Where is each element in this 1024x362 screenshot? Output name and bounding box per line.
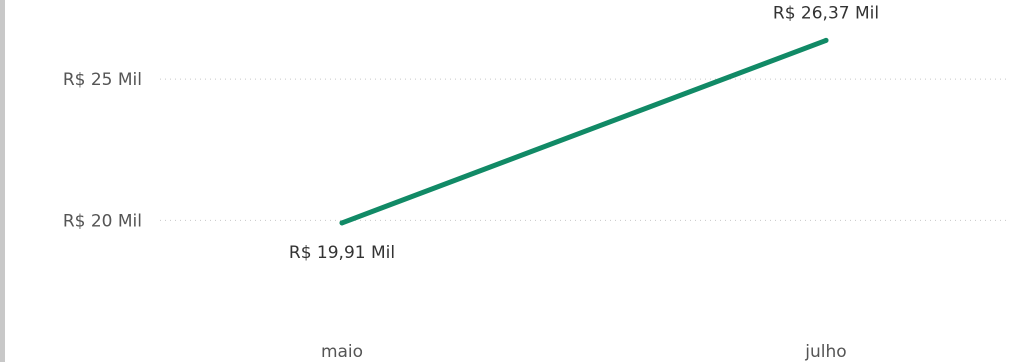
y-tick-label-0: R$ 20 Mil (63, 211, 142, 231)
x-tick-label-1: julho (804, 342, 846, 362)
series-line (339, 37, 829, 226)
data-label-0: R$ 19,91 Mil (289, 243, 395, 263)
data-point-1 (823, 37, 829, 43)
data-point-0 (339, 220, 345, 226)
data-label-1: R$ 26,37 Mil (773, 3, 879, 23)
y-tick-label-1: R$ 25 Mil (63, 70, 142, 90)
x-tick-label-0: maio (321, 342, 363, 362)
panel-left-border (0, 0, 5, 362)
